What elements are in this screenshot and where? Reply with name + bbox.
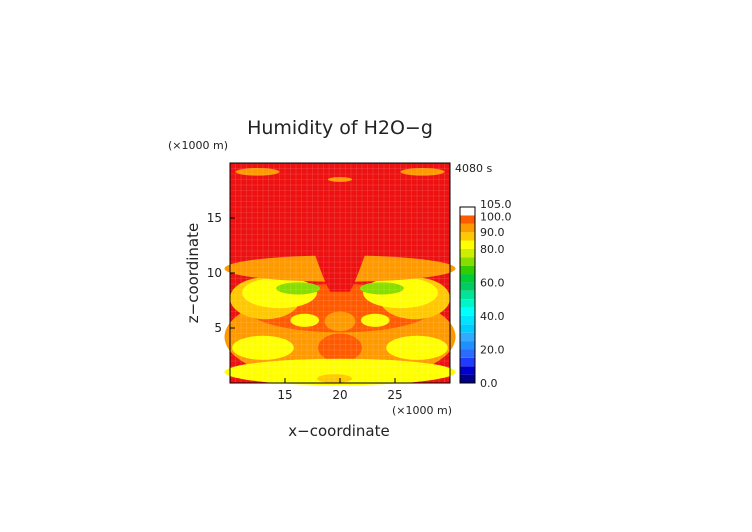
colorbar-frame xyxy=(459,206,476,384)
contour-wing-core-right xyxy=(359,282,404,295)
colorbar-segment xyxy=(460,357,475,367)
colorbar-segment xyxy=(460,349,475,358)
y-axis-ticks: 5 10 15 xyxy=(207,211,235,335)
y-unit-label: (×1000 m) xyxy=(168,139,228,152)
colorbar-segment xyxy=(460,315,475,325)
y-axis-label: z−coordinate xyxy=(184,223,202,323)
x-tick-label: 20 xyxy=(332,388,347,402)
heatmap-plot-area xyxy=(224,162,456,386)
colorbar-segment xyxy=(460,265,475,275)
colorbar-segment xyxy=(460,282,475,291)
time-label: 4080 s xyxy=(455,162,492,175)
colorbar-segment xyxy=(460,374,475,383)
x-unit-label: (×1000 m) xyxy=(392,404,452,417)
model-grid xyxy=(229,162,451,384)
colorbar-segment xyxy=(460,332,475,342)
colorbar-segment xyxy=(460,366,475,375)
contour-surface-cell-left xyxy=(233,362,304,377)
colorbar-segment xyxy=(460,299,475,308)
colorbar-segment xyxy=(460,215,475,224)
colorbar-segment xyxy=(460,232,475,241)
contour-surface-center xyxy=(316,374,353,383)
colorbar-segment xyxy=(460,290,475,300)
colorbar-segment xyxy=(460,307,475,316)
contour-low-cell-right xyxy=(386,335,448,360)
colorbar-tick-label: 90.0 xyxy=(480,226,505,239)
colorbar-segment xyxy=(460,324,475,333)
y-tick-label: 15 xyxy=(207,211,222,225)
colorbar-tick-label: 40.0 xyxy=(480,310,505,323)
contour-wing-core-left xyxy=(276,282,321,295)
x-axis-ticks: 15 20 25 xyxy=(277,378,403,402)
contour-top-cell-right xyxy=(400,167,445,176)
x-axis-label: x−coordinate xyxy=(288,422,389,440)
colorbar-tick-label: 80.0 xyxy=(480,243,505,256)
colorbar-segment xyxy=(460,240,475,249)
chart-title: Humidity of H2O−g xyxy=(247,117,433,139)
contour-low-cell-left xyxy=(232,335,294,360)
colorbar-tick-label: 100.0 xyxy=(480,210,512,223)
colorbar-tick-label: 20.0 xyxy=(480,343,505,356)
colorbar-segment xyxy=(460,341,475,350)
y-tick-label: 5 xyxy=(214,321,222,335)
contour-center-core xyxy=(318,333,362,363)
colorbar-tick-label: 60.0 xyxy=(480,276,505,289)
y-tick-label: 10 xyxy=(207,266,222,280)
colorbar-tick-label: 0.0 xyxy=(480,377,498,390)
colorbar-segment xyxy=(460,207,475,216)
contour-center-cell xyxy=(324,311,356,332)
contour-top-cell-left xyxy=(235,167,280,176)
contour-mid-cell-left xyxy=(290,313,320,327)
contour-mid-cell-right xyxy=(360,313,390,327)
colorbar-segment xyxy=(460,223,475,233)
contour-surface-cell-right xyxy=(376,362,447,377)
colorbar-segment xyxy=(460,248,475,258)
contour-top-center xyxy=(327,177,353,182)
humidity-contours xyxy=(224,167,456,386)
x-tick-label: 15 xyxy=(277,388,292,402)
colorbar-segment xyxy=(460,257,475,266)
colorbar-tick-label: 105.0 xyxy=(480,198,512,211)
colorbar-segment xyxy=(460,274,475,283)
x-tick-label: 25 xyxy=(387,388,402,402)
contour-cloud-anvil xyxy=(251,193,429,292)
